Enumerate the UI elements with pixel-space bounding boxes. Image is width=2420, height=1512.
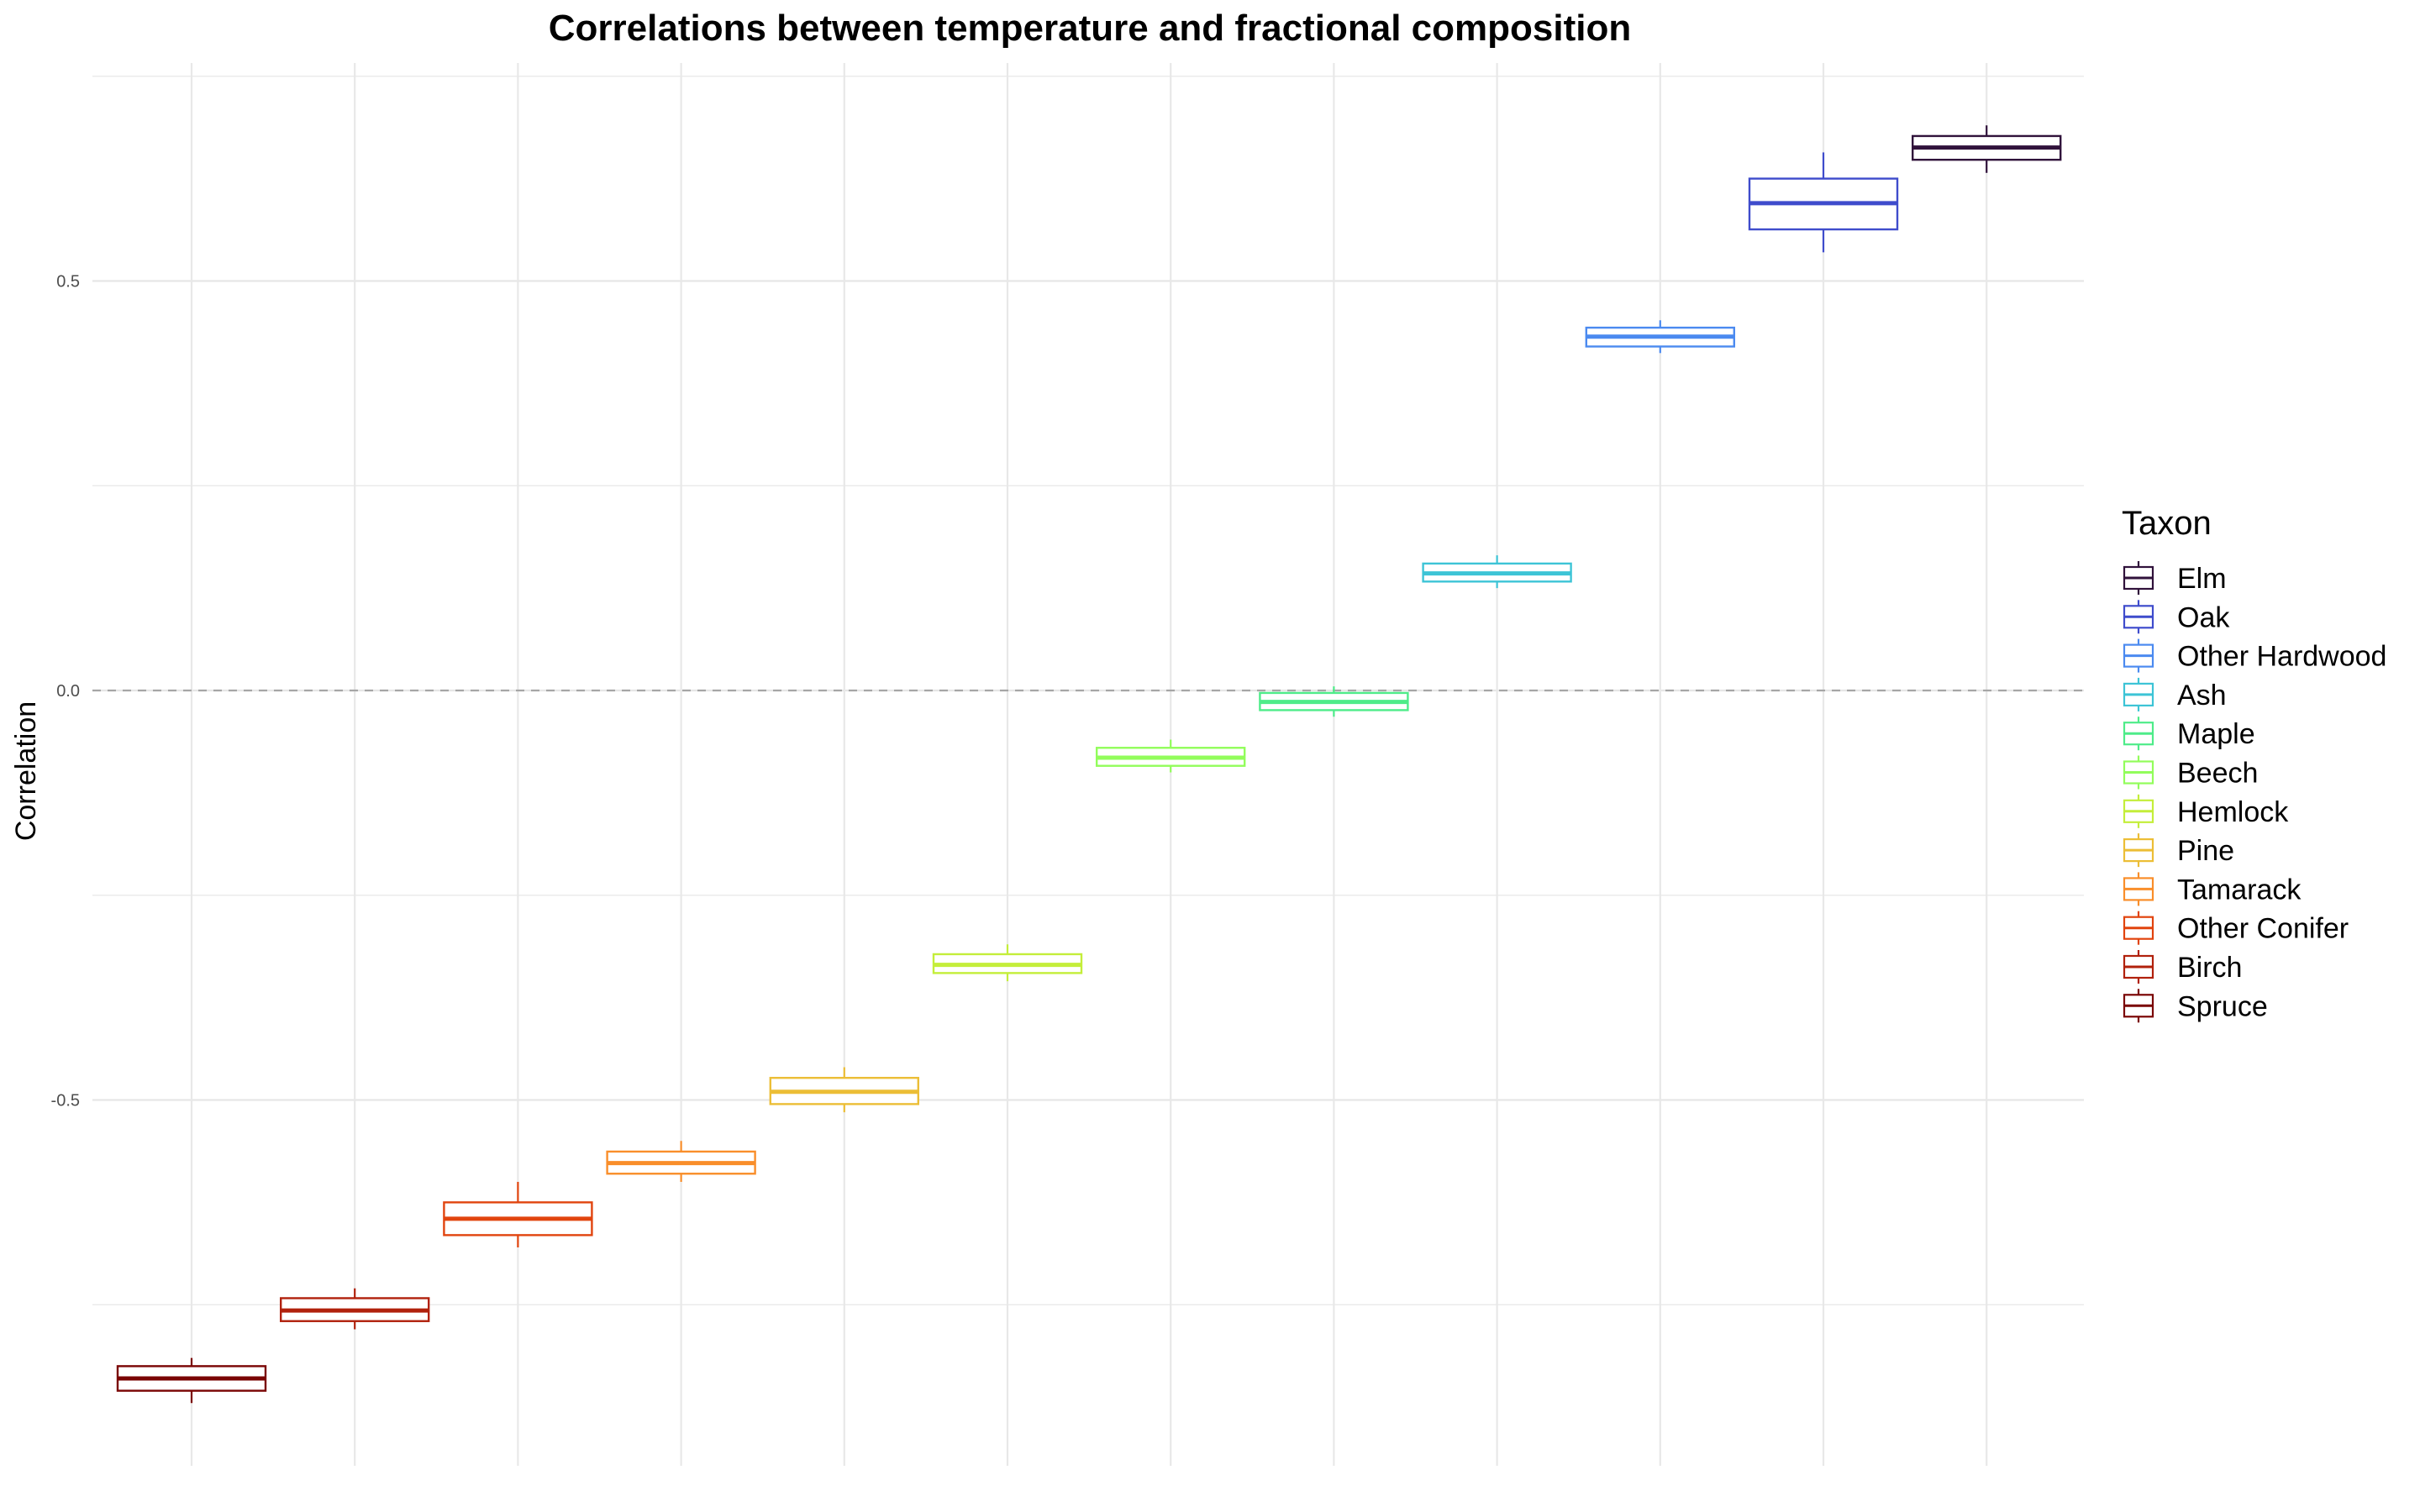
- legend-label: Maple: [2177, 718, 2255, 750]
- box-beech: [1095, 739, 1246, 773]
- y-axis-label: Correlation: [10, 701, 42, 841]
- legend-item-birch: Birch: [2123, 950, 2242, 984]
- legend-item-beech: Beech: [2123, 755, 2258, 790]
- box-spruce: [116, 1357, 267, 1404]
- legend-label: Birch: [2177, 952, 2242, 984]
- legend-item-elm: Elm: [2123, 561, 2227, 595]
- y-tick-label: 0.0: [56, 682, 80, 701]
- y-tick-label: 0.5: [56, 273, 80, 291]
- legend-item-tamarack: Tamarack: [2123, 872, 2302, 906]
- legend-label: Other Conifer: [2177, 913, 2349, 945]
- box-elm: [1911, 125, 2062, 173]
- y-axis: -0.5 0.0 0.5 Correlation: [10, 273, 80, 1110]
- box-hemlock: [932, 944, 1083, 982]
- box-maple: [1259, 686, 1409, 717]
- legend-label: Beech: [2177, 758, 2258, 790]
- box-other-hardwood: [1585, 320, 1736, 354]
- legend-item-oak: Oak: [2123, 600, 2230, 634]
- legend-item-pine: Pine: [2123, 833, 2234, 868]
- box-oak: [1748, 152, 1899, 253]
- legend-label: Pine: [2177, 835, 2234, 867]
- legend-item-maple: Maple: [2123, 717, 2255, 751]
- legend-label: Oak: [2177, 601, 2230, 633]
- plot-panel: [92, 63, 2084, 1466]
- legend-items: Elm Oak Other Hardwood Ash Maple Beech Hemlock…: [2123, 561, 2386, 1023]
- box-pine: [769, 1067, 919, 1113]
- legend-label: Spruce: [2177, 990, 2268, 1022]
- box-other-conifer: [443, 1182, 593, 1247]
- legend: Taxon Elm Oak Other Hardwood Ash Maple Beech H…: [2122, 505, 2386, 1023]
- legend-label: Ash: [2177, 680, 2227, 711]
- legend-title: Taxon: [2122, 505, 2212, 542]
- grid-lines: [92, 63, 2084, 1466]
- box-birch: [280, 1288, 430, 1330]
- box-plots: [116, 125, 2062, 1404]
- legend-item-spruce: Spruce: [2123, 989, 2268, 1023]
- box-ash: [1422, 555, 1572, 589]
- y-tick-labels: -0.5 0.0 0.5: [51, 273, 80, 1110]
- legend-item-ash: Ash: [2123, 677, 2227, 711]
- legend-label: Tamarack: [2177, 874, 2302, 906]
- legend-item-hemlock: Hemlock: [2123, 794, 2289, 828]
- legend-label: Hemlock: [2177, 796, 2289, 828]
- y-tick-label: -0.5: [51, 1092, 80, 1110]
- chart-title: Correlations between temperature and fra…: [549, 8, 1631, 49]
- legend-label: Other Hardwood: [2177, 641, 2386, 673]
- legend-label: Elm: [2177, 563, 2227, 595]
- legend-item-other-conifer: Other Conifer: [2123, 911, 2349, 945]
- box-tamarack: [606, 1141, 756, 1182]
- legend-item-other-hardwood: Other Hardwood: [2123, 638, 2386, 673]
